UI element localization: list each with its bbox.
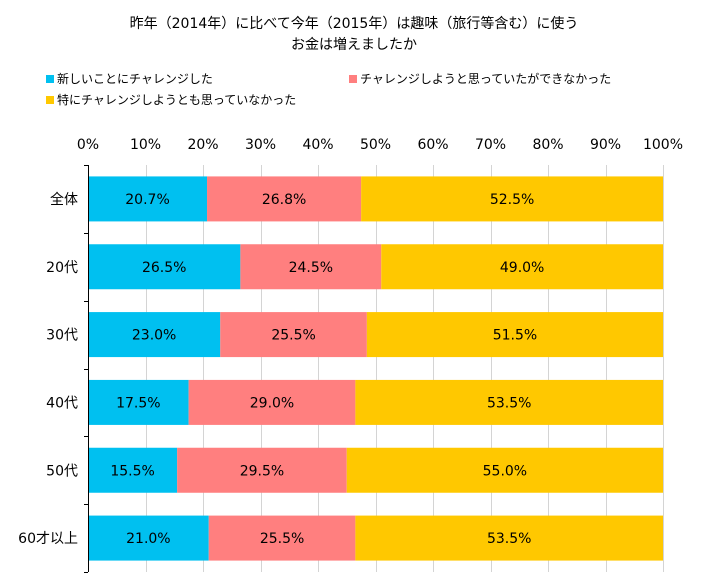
chart-title: 昨年（2014年）に比べて今年（2015年）は趣味（旅行等含む）に使う お金は増… <box>0 14 708 56</box>
legend-swatch-yellow <box>46 95 54 104</box>
bar-segment <box>381 244 663 290</box>
bar-segment <box>88 379 189 425</box>
x-tick-label: 10% <box>130 137 161 153</box>
data-label: 55.0% <box>483 463 527 479</box>
data-label: 17.5% <box>116 395 160 411</box>
bar-segment <box>88 515 209 561</box>
data-label: 53.5% <box>487 395 531 411</box>
legend-item-new-challenge: 新しいことにチャレンジした <box>46 70 213 87</box>
bar-segment <box>240 244 382 290</box>
data-label: 26.8% <box>262 192 306 208</box>
bar-segment <box>346 447 663 493</box>
bar-segment <box>366 312 663 358</box>
bar-segment <box>177 447 347 493</box>
bar-segment <box>88 176 208 222</box>
chart-title-line-1: 昨年（2014年）に比べて今年（2015年）は趣味（旅行等含む）に使う <box>129 16 579 32</box>
bar-segment <box>355 379 663 425</box>
data-label: 26.5% <box>142 260 186 276</box>
x-tick-label: 60% <box>417 137 448 153</box>
legend-item-could-not: チャレンジしようと思っていたができなかった <box>349 70 611 87</box>
bar-segment <box>88 244 241 290</box>
chart-title-line-2: お金は増えましたか <box>291 37 417 53</box>
legend-item-no-intention: 特にチャレンジしようとも思っていなかった <box>46 91 296 108</box>
x-tick-label: 0% <box>77 137 99 153</box>
data-label: 49.0% <box>500 260 544 276</box>
data-label: 52.5% <box>490 192 534 208</box>
bar-segment <box>361 176 663 222</box>
x-tick-label: 40% <box>302 137 333 153</box>
x-tick-label: 50% <box>360 137 391 153</box>
category-label: 全体 <box>50 191 78 208</box>
data-label: 29.0% <box>250 395 294 411</box>
data-label: 25.5% <box>271 328 315 344</box>
category-label: 40代 <box>46 395 78 411</box>
data-label: 29.5% <box>240 463 284 479</box>
category-label: 60才以上 <box>18 531 78 547</box>
data-label: 21.0% <box>126 531 170 547</box>
data-label: 25.5% <box>260 531 304 547</box>
bar-segment <box>208 515 356 561</box>
bar-segment <box>220 312 367 358</box>
data-label: 20.7% <box>125 192 169 208</box>
x-tick-label: 90% <box>590 137 621 153</box>
data-label: 23.0% <box>132 328 176 344</box>
x-tick-label: 80% <box>532 137 563 153</box>
bar-segment <box>88 312 221 358</box>
x-tick-label: 100% <box>643 137 683 153</box>
category-label: 30代 <box>46 328 78 344</box>
data-label: 24.5% <box>289 260 333 276</box>
legend-label: 特にチャレンジしようとも思っていなかった <box>57 93 297 107</box>
x-tick-label: 70% <box>475 137 506 153</box>
data-label: 15.5% <box>110 463 154 479</box>
x-tick-label: 20% <box>187 137 218 153</box>
bar-segment <box>207 176 362 222</box>
category-label: 50代 <box>46 463 78 479</box>
legend-swatch-pink <box>349 74 357 83</box>
data-label: 53.5% <box>487 531 531 547</box>
data-label: 51.5% <box>493 328 537 344</box>
category-label: 20代 <box>46 260 78 276</box>
bar-segment <box>355 515 663 561</box>
x-tick-label: 30% <box>245 137 276 153</box>
legend-label: チャレンジしようと思っていたができなかった <box>360 72 612 86</box>
legend-label: 新しいことにチャレンジした <box>57 72 213 86</box>
legend-swatch-cyan <box>46 74 54 83</box>
bar-segment <box>88 447 178 493</box>
bar-segment <box>188 379 356 425</box>
